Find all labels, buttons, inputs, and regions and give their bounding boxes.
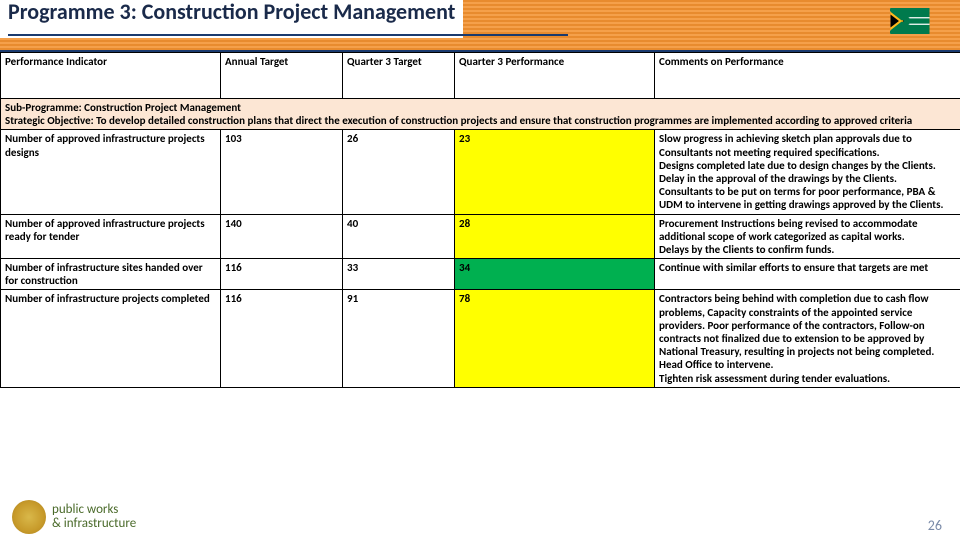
table-row: Number of infrastructure sites handed ov…	[1, 259, 960, 290]
table-header-row: Performance Indicator Annual Target Quar…	[1, 53, 960, 99]
table-row: Number of approved infrastructure projec…	[1, 214, 960, 259]
table-row: Number of infrastructure projects comple…	[1, 290, 960, 387]
cell-q3-performance: 23	[455, 130, 655, 214]
dept-line1: public works	[52, 503, 136, 517]
sa-flag-icon	[890, 8, 930, 34]
cell-indicator: Number of approved infrastructure projec…	[1, 130, 221, 214]
table-body: Sub-Programme: Construction Project Mana…	[1, 99, 960, 388]
page-number: 26	[928, 517, 942, 534]
coat-of-arms-icon	[12, 500, 46, 534]
cell-indicator: Number of approved infrastructure projec…	[1, 214, 221, 259]
cell-q3-target: 40	[343, 214, 455, 259]
cell-indicator: Number of infrastructure projects comple…	[1, 290, 221, 387]
cell-q3-performance: 28	[455, 214, 655, 259]
footer-text: public works & infrastructure	[52, 503, 136, 532]
cell-comments: Slow progress in achieving sketch plan a…	[655, 130, 960, 214]
cell-comments: Procurement Instructions being revised t…	[655, 214, 960, 259]
cell-q3-target: 33	[343, 259, 455, 290]
performance-table-wrap: Performance Indicator Annual Target Quar…	[0, 52, 960, 388]
cell-indicator: Number of infrastructure sites handed ov…	[1, 259, 221, 290]
sub-programme-text: Sub-Programme: Construction Project Mana…	[5, 101, 956, 114]
strategic-objective-text: Strategic Objective: To develop detailed…	[5, 114, 956, 127]
col-header-comments: Comments on Performance	[655, 53, 960, 99]
cell-annual-target: 140	[221, 214, 343, 259]
cell-comments: Contractors being behind with completion…	[655, 290, 960, 387]
sub-programme-cell: Sub-Programme: Construction Project Mana…	[1, 99, 960, 130]
col-header-q3-target: Quarter 3 Target	[343, 53, 455, 99]
table-row: Number of approved infrastructure projec…	[1, 130, 960, 214]
cell-annual-target: 116	[221, 290, 343, 387]
col-header-indicator: Performance Indicator	[1, 53, 221, 99]
cell-q3-target: 91	[343, 290, 455, 387]
cell-annual-target: 116	[221, 259, 343, 290]
col-header-annual: Annual Target	[221, 53, 343, 99]
page-title: Programme 3: Construction Project Manage…	[8, 0, 455, 25]
cell-q3-performance: 34	[455, 259, 655, 290]
cell-q3-target: 26	[343, 130, 455, 214]
title-underline	[8, 34, 568, 36]
col-header-q3-performance: Quarter 3 Performance	[455, 53, 655, 99]
sub-programme-row: Sub-Programme: Construction Project Mana…	[1, 99, 960, 130]
performance-table: Performance Indicator Annual Target Quar…	[0, 52, 960, 388]
cell-q3-performance: 78	[455, 290, 655, 387]
cell-comments: Continue with similar efforts to ensure …	[655, 259, 960, 290]
header-band: Programme 3: Construction Project Manage…	[0, 0, 960, 52]
dept-line2: & infrastructure	[52, 517, 136, 531]
header-title-bg: Programme 3: Construction Project Manage…	[0, 0, 463, 38]
cell-annual-target: 103	[221, 130, 343, 214]
footer: public works & infrastructure	[12, 500, 136, 534]
